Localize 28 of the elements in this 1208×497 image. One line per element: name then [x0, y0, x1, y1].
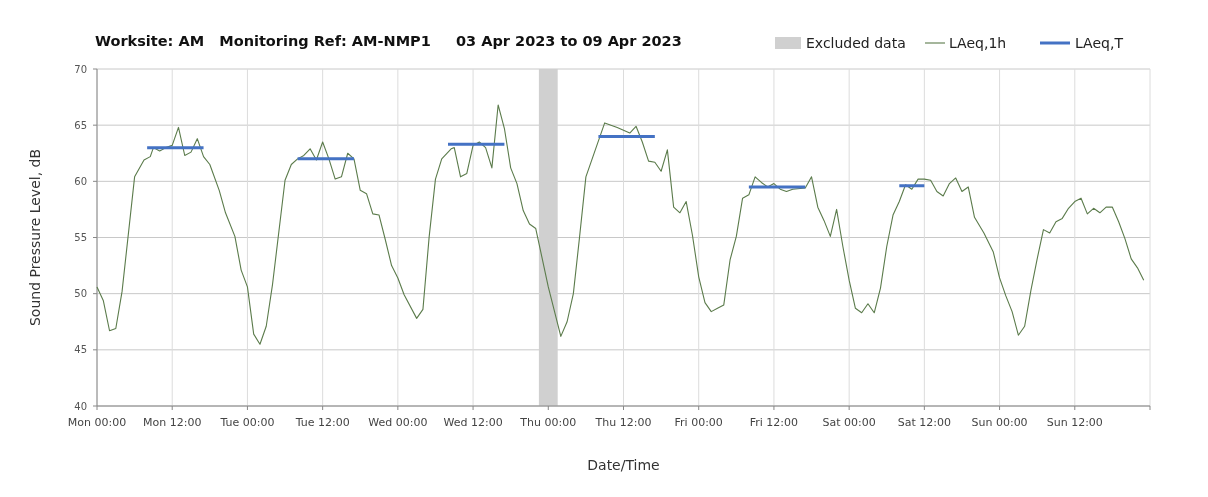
x-tick-label: Fri 12:00 — [749, 416, 799, 429]
x-tick-label: Thu 00:00 — [519, 416, 577, 429]
x-tick-label: Fri 00:00 — [674, 416, 723, 429]
legend-label: Excluded data — [806, 35, 906, 51]
y-tick-label: 70 — [74, 63, 87, 75]
y-tick-label: 50 — [74, 288, 87, 300]
y-tick-label: 65 — [74, 119, 87, 131]
x-tick-label: Sat 00:00 — [822, 416, 876, 429]
x-tick-label: Sun 00:00 — [971, 416, 1028, 429]
legend-label: LAeq,T — [1075, 35, 1124, 51]
x-tick-label: Thu 12:00 — [594, 416, 652, 429]
x-axis-title: Date/Time — [587, 457, 660, 473]
y-tick-label: 55 — [74, 232, 87, 243]
y-tick-label: 60 — [74, 175, 87, 187]
x-tick-label: Wed 12:00 — [443, 416, 503, 429]
y-tick-label: 45 — [74, 344, 87, 356]
line-series — [96, 104, 1145, 345]
x-tick-label: Tue 00:00 — [219, 416, 275, 429]
x-tick-label: Sun 12:00 — [1046, 416, 1103, 429]
chart-title: Worksite: AM Monitoring Ref: AM-NMP1 03 Apr 2023 to 09 Apr 2023 — [95, 33, 682, 49]
x-tick-label: Mon 12:00 — [143, 416, 202, 429]
x-tick-label: Sat 12:00 — [897, 416, 951, 429]
legend-label: LAeq,1h — [949, 35, 1007, 51]
x-tick-label: Mon 00:00 — [67, 416, 127, 429]
y-tick-label: 40 — [74, 400, 87, 412]
y-axis-title: Sound Pressure Level, dB — [27, 148, 43, 327]
x-tick-label: Wed 00:00 — [368, 416, 428, 429]
x-tick-label: Tue 12:00 — [294, 416, 350, 429]
